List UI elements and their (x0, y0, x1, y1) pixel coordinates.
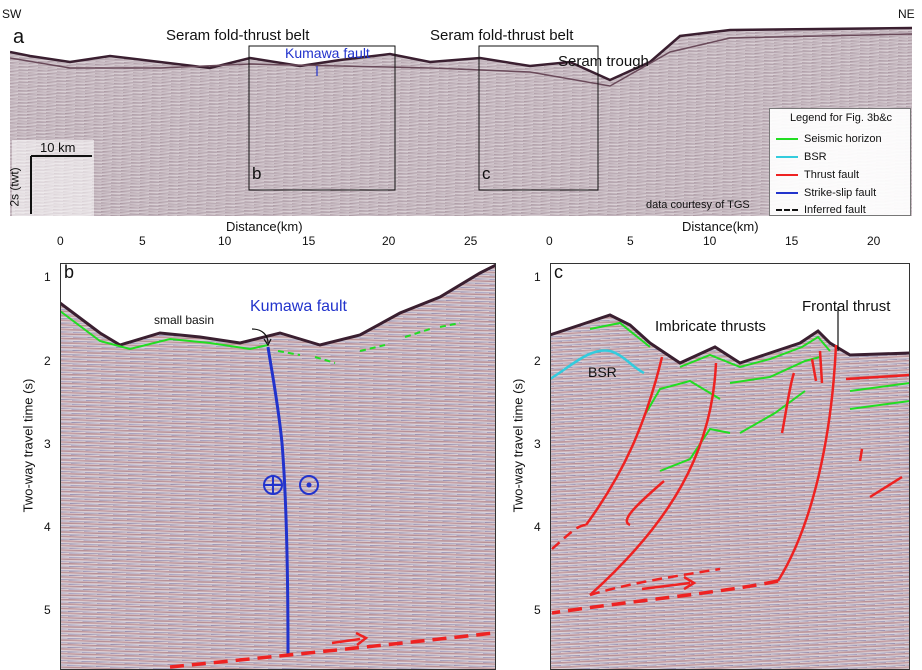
strike-slip-away-symbol (263, 475, 283, 495)
panel-a-overlay (10, 22, 912, 191)
y-tick-label: 3 (534, 437, 541, 451)
legend: Legend for Fig. 3b&c Seismic horizon BSR… (769, 108, 911, 216)
box-b-outline (248, 45, 396, 191)
legend-item-inferred-fault: Inferred fault (776, 202, 910, 217)
panel-c-letter: c (554, 262, 563, 282)
y-tick-label: 5 (534, 603, 541, 617)
box-c-outline (478, 45, 599, 191)
label-seram-trough: Seram trough (558, 53, 649, 70)
imbricate-thrust-2 (589, 362, 718, 596)
kumawa-fault-trace (266, 346, 290, 656)
legend-label: Inferred fault (804, 203, 866, 216)
seafloor-a (10, 26, 912, 82)
panel-c-y-title: Two-way travel time (s) (510, 378, 526, 513)
slip-arrow-c (641, 581, 691, 591)
legend-swatch (776, 155, 798, 158)
x-tick-label: 20 (382, 234, 396, 248)
ne-direction-label: NE (898, 7, 915, 21)
label-seram-belt-2: Seram fold-thrust belt (430, 27, 574, 44)
frontal-thrust (776, 344, 838, 582)
slip-arrow-b (331, 637, 361, 645)
x-tick-label: 20 (867, 234, 881, 248)
panel-c-x-title: Distance(km) (682, 219, 759, 234)
inferred-thrust-c-3 (551, 579, 779, 615)
y-tick-label: 2 (44, 354, 51, 368)
x-tick-label: 5 (139, 234, 146, 248)
panel-b-letter: b (64, 262, 75, 282)
x-tick-label: 10 (218, 234, 232, 248)
panel-b-x-title: Distance(km) (226, 219, 303, 234)
y-tick-label: 3 (44, 437, 51, 451)
legend-label: Thrust fault (804, 168, 860, 181)
x-tick-label: 15 (785, 234, 799, 248)
scale-vertical-label: 2s (twt) (7, 167, 22, 207)
scale-horizontal-label: 10 km (40, 140, 76, 155)
x-tick-label: 0 (57, 234, 64, 248)
x-tick-label: 10 (703, 234, 717, 248)
inferred-thrust-c-2 (589, 567, 721, 597)
label-frontal-thrust: Frontal thrust (802, 298, 891, 315)
water-column-c (550, 263, 910, 363)
y-tick-label: 4 (534, 520, 541, 534)
imbricate-thrust-3 (780, 372, 796, 434)
label-imbricate-thrusts: Imbricate thrusts (655, 318, 766, 335)
legend-swatch (776, 173, 798, 176)
box-c-letter: c (482, 164, 491, 183)
inferred-thrust-c-1 (551, 523, 587, 550)
y-tick-label: 1 (44, 270, 51, 284)
seafloor-c (550, 313, 910, 365)
legend-label: Strike-slip fault (804, 186, 877, 199)
y-tick-label: 4 (44, 520, 51, 534)
legend-swatch (776, 191, 798, 194)
x-tick-label: 15 (302, 234, 316, 248)
x-tick-label: 5 (627, 234, 634, 248)
horizon-b (60, 310, 269, 351)
label-small-basin: small basin (154, 313, 215, 327)
legend-item-bsr: BSR (776, 149, 910, 164)
panel-b-frame (60, 263, 496, 670)
imbricate-thrust-1 (584, 356, 664, 526)
data-credit: data courtesy of TGS (646, 199, 750, 211)
bsr-c (550, 349, 645, 381)
label-seram-belt-1: Seram fold-thrust belt (166, 27, 310, 44)
legend-item-seismic-horizon: Seismic horizon (776, 131, 910, 146)
y-tick-label: 5 (44, 603, 51, 617)
legend-swatch (776, 208, 798, 211)
legend-item-thrust-fault: Thrust fault (776, 167, 910, 182)
water-column-b (60, 263, 496, 345)
y-tick-label: 1 (534, 270, 541, 284)
horizon-c-1 (589, 321, 831, 369)
panel-c-overlay (550, 263, 910, 615)
inferred-thrust-b (169, 631, 495, 669)
x-tick-label: 25 (464, 234, 478, 248)
panel-b-y-title: Two-way travel time (s) (20, 378, 36, 513)
panel-a-letter: a (13, 26, 25, 48)
strike-slip-toward-symbol (299, 475, 319, 495)
scale-bar (30, 155, 92, 214)
legend-title: Legend for Fig. 3b&c (789, 112, 893, 124)
box-b-letter: b (252, 164, 262, 183)
seafloor-b (60, 263, 496, 347)
sw-direction-label: SW (2, 7, 22, 21)
y-tick-label: 2 (534, 354, 541, 368)
legend-label: BSR (804, 150, 827, 163)
legend-item-strike-slip-fault: Strike-slip fault (776, 185, 910, 200)
legend-swatch (776, 137, 798, 140)
label-bsr: BSR (588, 364, 617, 380)
panel-b-overlay (60, 263, 496, 669)
water-column-a (10, 22, 912, 80)
legend-label: Seismic horizon (804, 132, 882, 145)
scale-bar-area (12, 140, 94, 216)
label-kumawa-fault-a: Kumawa fault (285, 45, 370, 61)
x-tick-label: 0 (546, 234, 553, 248)
label-kumawa-fault-b: Kumawa fault (250, 298, 347, 315)
